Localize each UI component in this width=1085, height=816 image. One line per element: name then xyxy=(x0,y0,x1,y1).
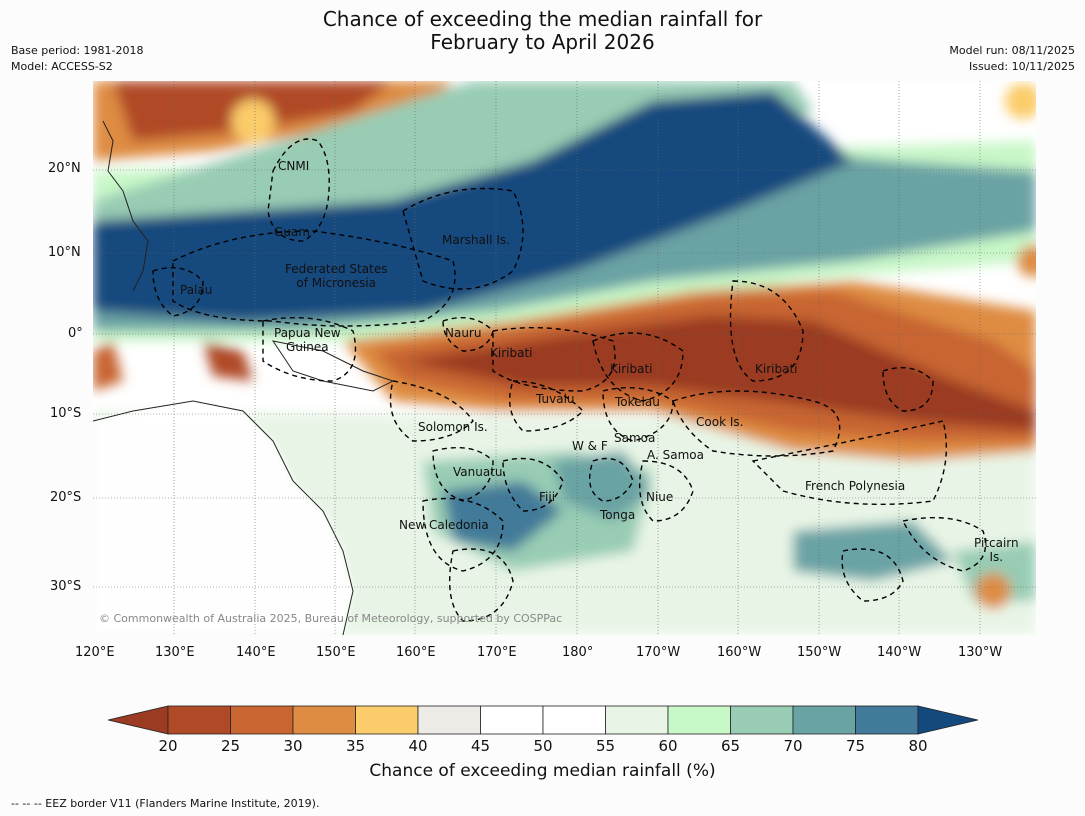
lon-label: 170°E xyxy=(477,645,517,660)
region-label-tuvalu: Tuvalu xyxy=(536,392,575,406)
lon-label: 140°W xyxy=(877,645,922,660)
colorbar-tick: 80 xyxy=(908,737,928,755)
colorbar-max-arrow xyxy=(917,705,978,735)
colorbar-segment xyxy=(355,705,419,735)
map-title-line2: February to April 2026 xyxy=(430,30,655,54)
colorbar-segment xyxy=(792,705,856,735)
colorbar-segment xyxy=(292,705,356,735)
region-label-french-polynesia: French Polynesia xyxy=(805,479,906,493)
region-label-kiribati-west: Kiribati xyxy=(490,346,533,360)
region-label-fsm: Federated States of Micronesia xyxy=(285,262,388,290)
region-label-kiribati-east: Kiribati xyxy=(755,362,798,376)
colorbar-segment xyxy=(542,705,606,735)
eez-footnote: -- -- -- EEZ border V11 (Flanders Marine… xyxy=(11,797,320,810)
lon-label: 150°W xyxy=(797,645,842,660)
colorbar-segment xyxy=(230,705,294,735)
region-label-pitcairn: Pitcairn Is. xyxy=(974,536,1019,564)
colorbar-tick: 40 xyxy=(408,737,428,755)
region-label-samoa: Samoa xyxy=(614,431,656,445)
lon-label: 130°E xyxy=(155,645,195,660)
model-name: Model: ACCESS-S2 xyxy=(11,60,113,73)
colorbar-segment xyxy=(167,705,231,735)
region-label-kiribati-central: Kiribati xyxy=(610,362,653,376)
region-label-png: Papua New Guinea xyxy=(274,326,341,354)
colorbar-tick: 55 xyxy=(595,737,616,755)
lon-label: 130°W xyxy=(958,645,1003,660)
rainfall-map-graphic xyxy=(93,81,1036,635)
colorbar-tick: 30 xyxy=(283,737,303,755)
region-label-wallis-futuna: W & F xyxy=(572,439,608,453)
lat-label: 20°N xyxy=(48,161,81,176)
colorbar-tick: 20 xyxy=(158,737,178,755)
region-label-cook-is: Cook Is. xyxy=(696,415,744,429)
region-label-palau: Palau xyxy=(180,283,213,297)
lon-label: 180° xyxy=(562,645,594,660)
region-label-tokelau: Tokelau xyxy=(615,395,660,409)
region-label-solomon-is: Solomon Is. xyxy=(418,420,488,434)
region-label-vanuatu: Vanuatu xyxy=(453,465,503,479)
colorbar-tick: 60 xyxy=(658,737,678,755)
lon-label: 160°E xyxy=(396,645,436,660)
region-label-new-caledonia: New Caledonia xyxy=(399,518,489,532)
lon-label: 120°E xyxy=(75,645,115,660)
colorbar-tick: 25 xyxy=(220,737,241,755)
lat-label: 20°S xyxy=(50,490,82,505)
colorbar-segment xyxy=(417,705,481,735)
region-label-niue: Niue xyxy=(646,490,674,504)
colorbar-title: Chance of exceeding median rainfall (%) xyxy=(369,761,716,781)
copyright-notice: © Commonwealth of Australia 2025, Bureau… xyxy=(99,612,563,625)
colorbar-tick: 65 xyxy=(720,737,741,755)
lat-label: 10°S xyxy=(50,406,82,421)
map-title-line1: Chance of exceeding the median rainfall … xyxy=(322,7,763,31)
issued-date: Issued: 10/11/2025 xyxy=(968,60,1075,73)
lat-label: 0° xyxy=(68,326,83,341)
base-period: Base period: 1981-2018 xyxy=(11,44,144,57)
lat-label: 30°S xyxy=(50,579,82,594)
lat-label: 10°N xyxy=(48,245,81,260)
rainfall-map: CNMI Guam Marshall Is. Federated States … xyxy=(93,81,1036,635)
colorbar-tick: 70 xyxy=(783,737,803,755)
lon-label: 160°W xyxy=(717,645,762,660)
region-label-cnmi: CNMI xyxy=(278,159,310,173)
colorbar-segment xyxy=(855,705,919,735)
region-label-nauru: Nauru xyxy=(445,326,482,340)
colorbar-segment xyxy=(730,705,794,735)
region-label-american-samoa: A. Samoa xyxy=(647,448,704,462)
colorbar-min-arrow xyxy=(108,705,169,735)
colorbar xyxy=(108,705,978,735)
colorbar-tick: 75 xyxy=(845,737,866,755)
colorbar-tick: 35 xyxy=(345,737,366,755)
colorbar-tick: 45 xyxy=(470,737,491,755)
colorbar-tick: 50 xyxy=(533,737,553,755)
lon-label: 140°E xyxy=(236,645,276,660)
region-label-tonga: Tonga xyxy=(600,508,636,522)
colorbar-segment xyxy=(605,705,669,735)
model-run: Model run: 08/11/2025 xyxy=(949,44,1075,57)
colorbar-segment xyxy=(480,705,544,735)
region-label-guam: Guam xyxy=(274,225,310,239)
lon-label: 170°W xyxy=(636,645,681,660)
region-label-fiji: Fiji xyxy=(539,490,556,504)
colorbar-segment xyxy=(667,705,731,735)
lon-label: 150°E xyxy=(316,645,356,660)
region-label-marshall-is: Marshall Is. xyxy=(442,233,510,247)
